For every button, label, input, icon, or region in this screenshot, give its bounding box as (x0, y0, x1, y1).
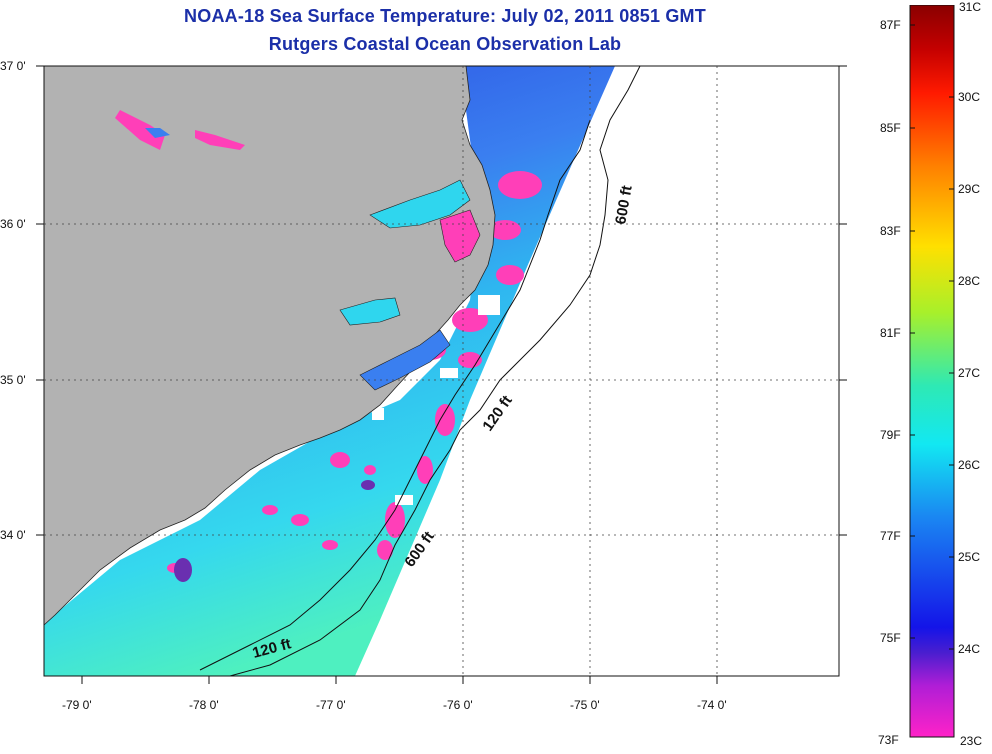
lon-label-78: -78 0' (189, 698, 219, 712)
purple-patches (174, 480, 375, 582)
cb-c-25: 25C (958, 550, 981, 564)
graticule (44, 66, 839, 676)
map-title: NOAA-18 Sea Surface Temperature: July 02… (184, 6, 706, 26)
colorbar-ticks (910, 24, 954, 650)
cb-c-29: 29C (958, 182, 981, 196)
lon-label-75: -75 0' (570, 698, 600, 712)
lat-label-34: 34 0' (0, 528, 26, 542)
cb-c-30: 30C (958, 90, 981, 104)
cb-f-79: 79F (880, 428, 901, 442)
cb-c-27: 27C (958, 366, 981, 380)
axis-ticks (36, 65, 847, 684)
cb-f-85: 85F (880, 121, 901, 135)
contour-label-600-north: 600 ft (612, 184, 636, 226)
lon-label-77: -77 0' (316, 698, 346, 712)
cb-f-87: 87F (880, 18, 901, 32)
cb-f-75: 75F (880, 631, 901, 645)
cb-f-83: 83F (880, 224, 901, 238)
lon-label-79: -79 0' (62, 698, 92, 712)
cb-f-77: 77F (880, 529, 901, 543)
ocean-swath-fill (44, 66, 615, 676)
cb-f-73: 73F (878, 733, 899, 747)
map-frame (43, 65, 840, 677)
colorbar (909, 5, 955, 738)
cb-f-81: 81F (880, 326, 901, 340)
cb-c-24: 24C (958, 642, 981, 656)
cb-c-31: 31C (959, 0, 982, 14)
lon-label-74: -74 0' (697, 698, 727, 712)
lon-label-76: -76 0' (443, 698, 473, 712)
cool-water-patches (167, 171, 542, 573)
lat-label-36: 36 0' (0, 217, 26, 231)
cb-c-28: 28C (958, 274, 981, 288)
lat-label-37: 37 0' (0, 59, 26, 73)
estuaries (115, 110, 481, 391)
land-mass (44, 66, 496, 626)
colorbar-gradient (909, 5, 955, 738)
map-subtitle: Rutgers Coastal Ocean Observation Lab (268, 34, 622, 54)
lat-label-35: 35 0' (0, 373, 26, 387)
cb-c-26: 26C (958, 458, 981, 472)
cb-c-23: 23C (960, 734, 983, 748)
